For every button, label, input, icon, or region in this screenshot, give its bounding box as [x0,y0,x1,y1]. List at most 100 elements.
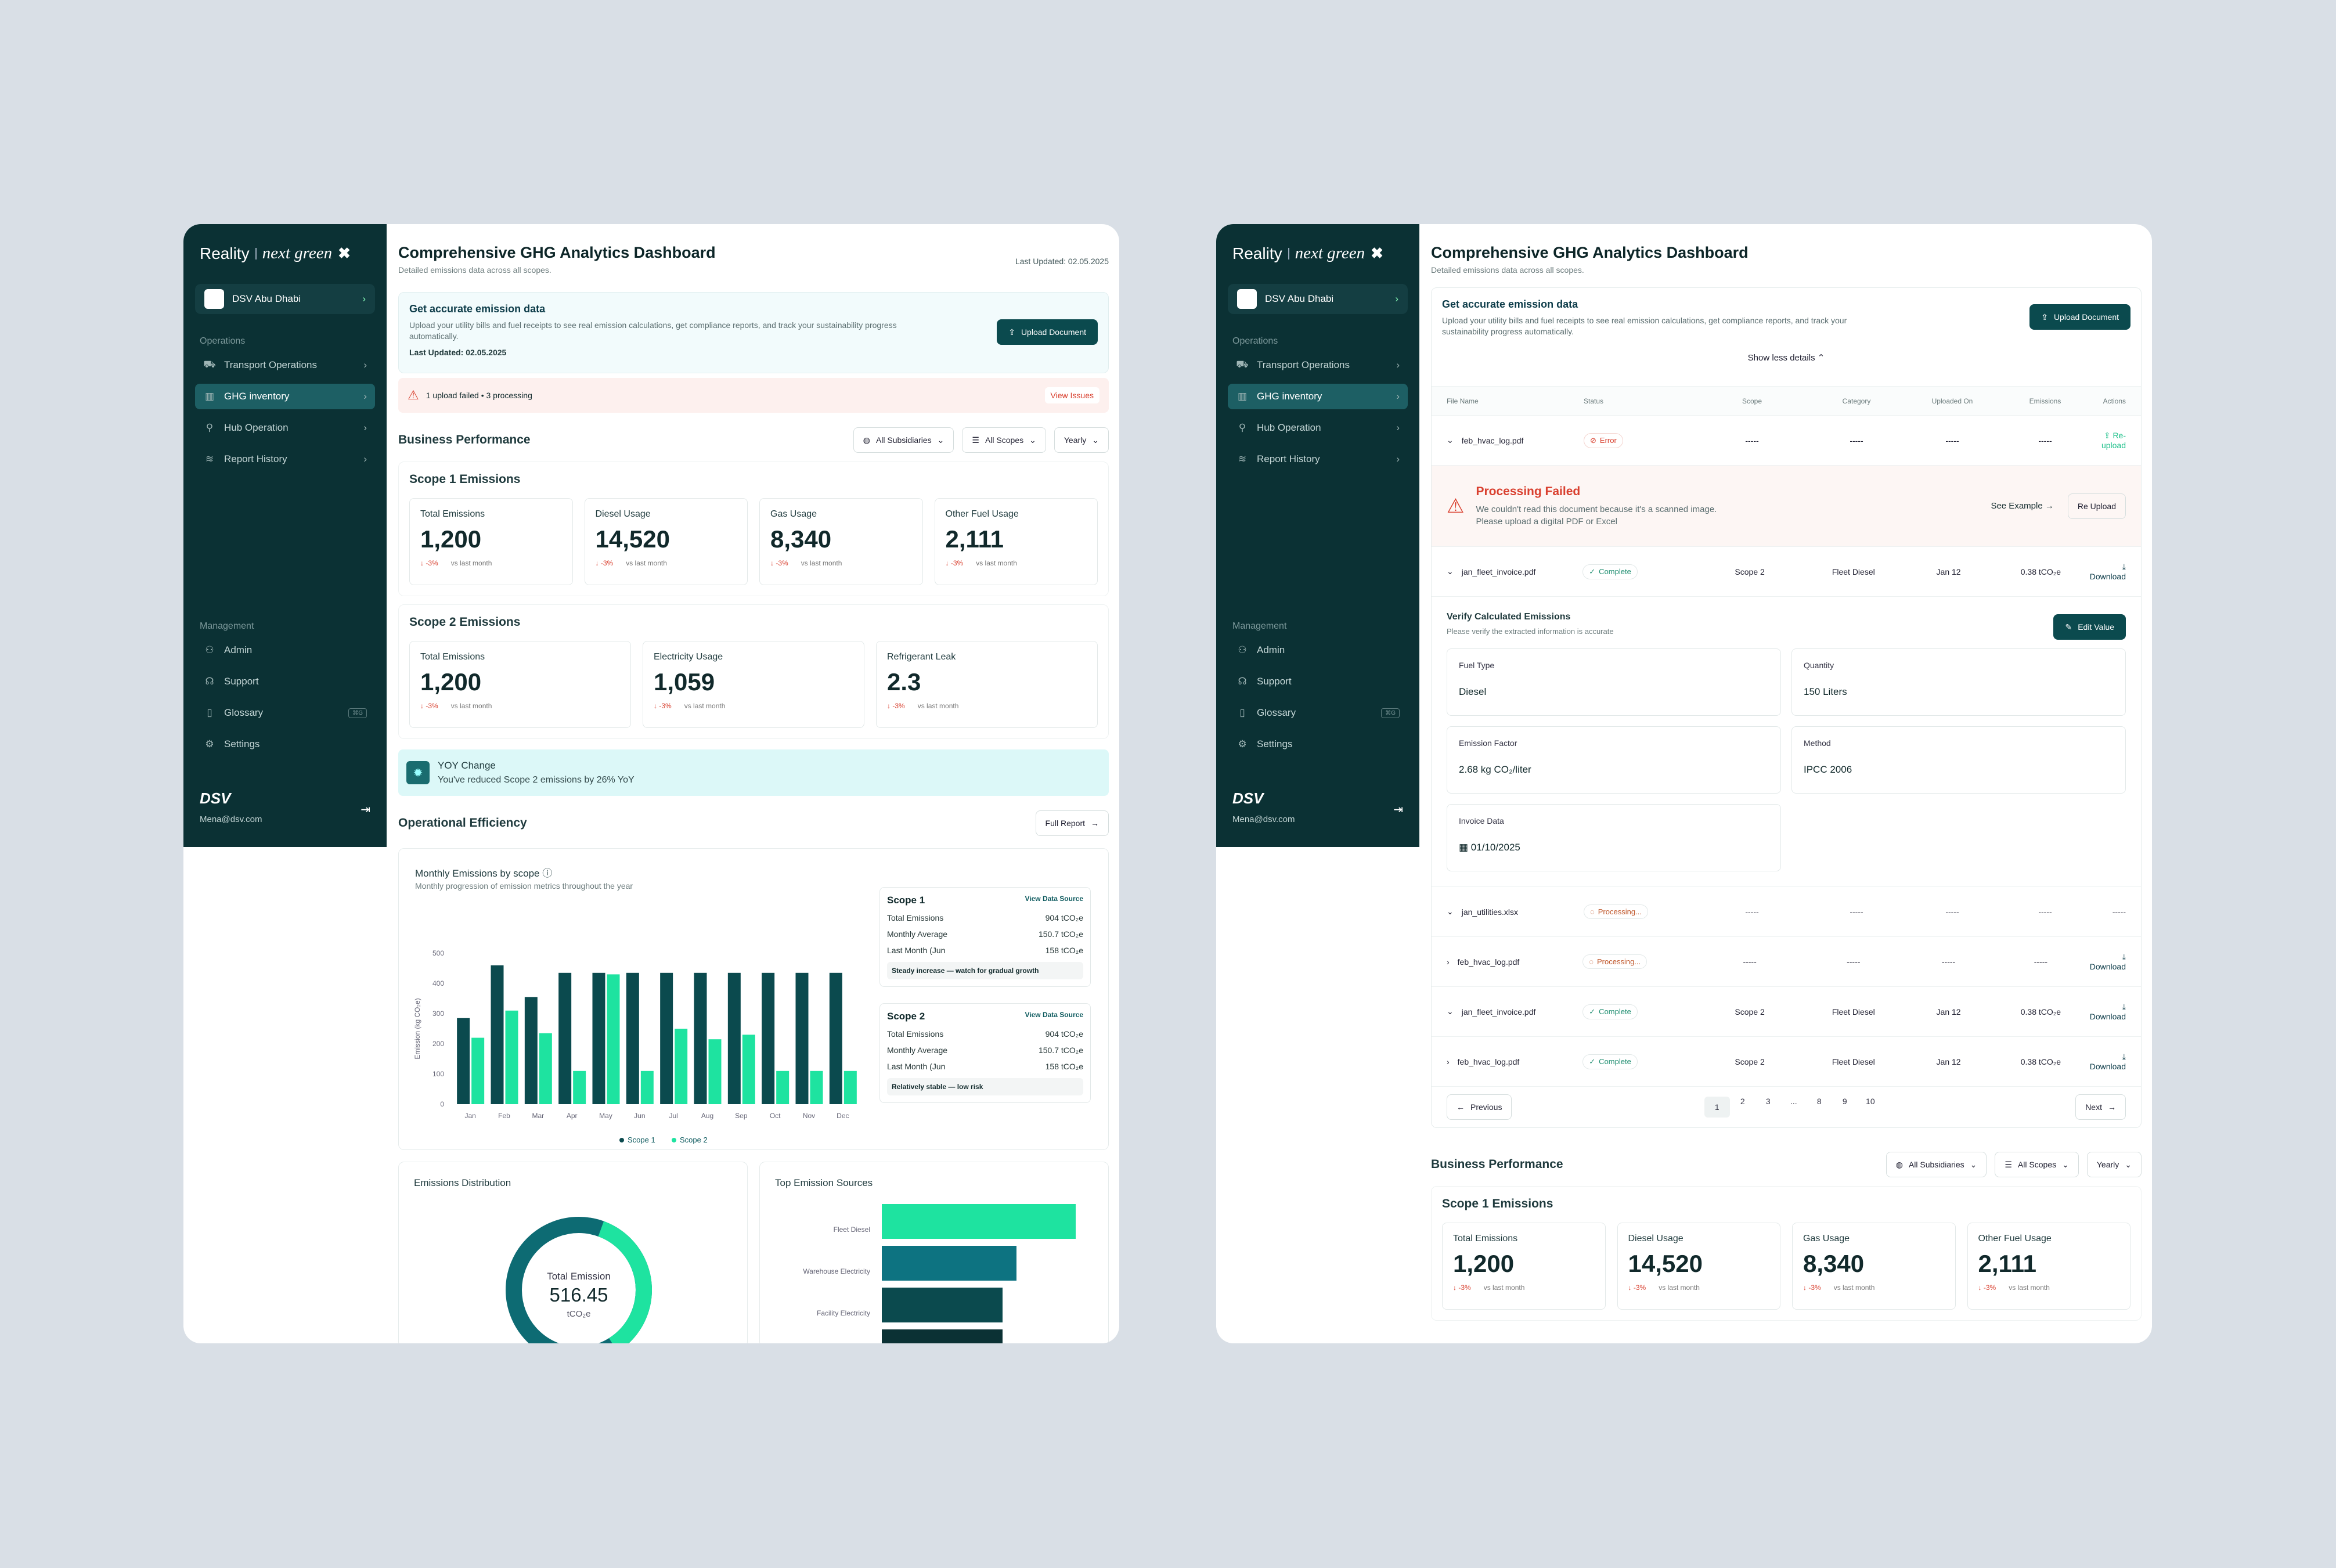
show-less-toggle[interactable]: Show less details ⌃ [1747,353,1825,363]
download-link[interactable]: ⤓ Download [2089,562,2126,581]
distribution-card: Emissions Distribution Total Emission 51… [398,1162,748,1343]
period-select[interactable]: Yearly ⌄ [2086,1152,2142,1177]
next-button[interactable]: Next → [2075,1094,2126,1120]
sidebar-item-support[interactable]: ☊ Support [1228,669,1408,694]
section-label-management: Management [1232,621,1287,631]
page-button[interactable]: 10 [1866,1097,1875,1106]
emission-factor-field[interactable]: Emission Factor 2.68 kg CO₂/liter [1447,726,1781,794]
scope-select[interactable]: ☰ All Scopes ⌄ [962,427,1046,453]
sidebar-item-glossary[interactable]: ▯ Glossary ⌘G [195,700,375,726]
period-select[interactable]: Yearly ⌄ [1054,427,1109,453]
bar-scope-2 [640,1070,654,1104]
scope1-title: Scope 1 Emissions [409,473,521,486]
truck-icon: ⛟ [203,359,216,370]
sidebar-item-hub[interactable]: ⚲ Hub Operation › [1228,415,1408,441]
invoice-date-field[interactable]: Invoice Data ▦ 01/10/2025 [1447,804,1781,871]
info-icon: ⓘ [542,868,553,879]
subsidiary-select[interactable]: ◍ All Subsidiaries ⌄ [1886,1152,1987,1177]
sidebar-item-admin[interactable]: ⚇ Admin [1228,637,1408,663]
previous-button[interactable]: ← Previous [1447,1094,1512,1120]
scope2-block: Scope 2 Emissions Total Emissions 1,200 ↓ … [398,604,1109,739]
scope2-title: Scope 2 Emissions [409,615,521,629]
subsidiary-select[interactable]: ◍ All Subsidiaries ⌄ [853,427,954,453]
chevron-right-icon[interactable]: › [1447,1057,1450,1066]
upload-document-button[interactable]: ⇪ Upload Document [2029,304,2130,330]
sidebar-item-glossary[interactable]: ▯ Glossary ⌘G [1228,700,1408,726]
full-report-button[interactable]: Full Report → [1035,810,1109,836]
sidebar-item-transport[interactable]: ⛟ Transport Operations › [203,359,367,370]
chevron-right-icon[interactable]: › [1447,957,1450,967]
book-icon: ▯ [1239,707,1245,718]
y-tick-label: 0 [440,1100,444,1108]
chevron-right-icon: › [1395,293,1398,304]
reupload-link[interactable]: ⇪ Re-upload [2101,431,2126,450]
page-button[interactable]: 2 [1740,1097,1745,1106]
quantity-field[interactable]: Quantity 150 Liters [1791,648,2126,716]
download-link[interactable]: ⤓ Download [2089,952,2126,971]
download-link[interactable]: ⤓ Download [2089,1002,2126,1021]
x-tick-label: Nov [803,1112,815,1120]
view-data-source-link[interactable]: View Data Source [1025,1011,1084,1019]
scope1-title: Scope 1 Emissions [1442,1197,1553,1210]
sidebar: Reality next green ✖ DSV Abu Dhabi › Operat… [183,224,387,847]
fuel-type-field[interactable]: Fuel Type Diesel [1447,648,1781,716]
sidebar-item-admin[interactable]: ⚇ Admin [195,637,375,663]
page-button[interactable]: 3 [1765,1097,1771,1106]
sidebar-item-settings[interactable]: ⚙ Settings [1228,731,1408,757]
filter-icon: ☰ [972,435,979,445]
y-tick-label: 300 [432,1010,444,1018]
table-row[interactable]: ⌄ feb_hvac_log.pdf ⊘ Error ----- ----- ----- -… [1432,416,2141,466]
chevron-down-icon[interactable]: ⌄ [1447,1007,1454,1016]
x-tick-label: May [599,1112,612,1120]
page-subtitle: Detailed emissions data across all scope… [1431,265,1584,275]
page-button[interactable]: 8 [1816,1097,1822,1106]
see-example-link[interactable]: See Example → [1991,501,2054,511]
section-label-operations: Operations [200,336,246,346]
x-tick-label: Jul [669,1112,677,1120]
logout-icon[interactable]: ⇥ [361,803,370,816]
sidebar-item-ghg[interactable]: ▥ GHG inventory › [195,384,375,409]
sidebar-item-hub[interactable]: ⚲ Hub Operation › [195,415,375,441]
kpi-card: Other Fuel Usage 2,111 ↓ -3% vs last month [934,498,1098,585]
sidebar-item-transport[interactable]: ⛟ Transport Operations › [1236,359,1400,370]
sidebar-item-ghg[interactable]: ▥ GHG inventory › [1228,384,1408,409]
table-row[interactable]: › feb_hvac_log.pdf ◌ Processing... ----- ---… [1432,937,2141,987]
table-row[interactable]: › feb_hvac_log.pdf ✓ Complete Scope 2 Fleet … [1432,1037,2141,1087]
view-issues-link[interactable]: View Issues [1044,387,1099,403]
yoy-card: ✹ YOY Change You've reduced Scope 2 emissi… [398,749,1109,796]
page-title: Comprehensive GHG Analytics Dashboard [1431,244,1749,261]
legend-label: Scope 1 [628,1136,655,1144]
section-title-business: Business Performance [398,433,531,446]
warning-icon: ⚠ [1447,495,1465,517]
sidebar-item-report[interactable]: ≋ Report History › [195,446,375,472]
status-badge: ✓ Complete [1582,1054,1638,1069]
logout-icon[interactable]: ⇥ [1393,803,1403,816]
x-tick-label: Jun [634,1112,645,1120]
org-switcher[interactable]: DSV Abu Dhabi › [195,284,375,314]
chevron-up-icon: ⌃ [1817,353,1825,363]
sidebar-item-support[interactable]: ☊ Support [195,669,375,694]
edit-value-button[interactable]: ✎ Edit Value [2053,614,2126,640]
table-row[interactable]: ⌄ jan_utilities.xlsx ◌ Processing... ----- -… [1432,887,2141,937]
chevron-down-icon[interactable]: ⌄ [1447,567,1454,576]
main-content: Comprehensive GHG Analytics Dashboard De… [1419,224,2152,1343]
sidebar-item-settings[interactable]: ⚙ Settings [195,731,375,757]
page-button[interactable]: 1 [1704,1097,1730,1118]
scope-select[interactable]: ☰ All Scopes ⌄ [1995,1152,2079,1177]
view-data-source-link[interactable]: View Data Source [1025,895,1084,903]
org-switcher[interactable]: DSV Abu Dhabi › [1228,284,1408,314]
method-field[interactable]: Method IPCC 2006 [1791,726,2126,794]
headset-icon: ☊ [205,676,214,687]
upload-document-button[interactable]: ⇪ Upload Document [997,319,1098,345]
chevron-down-icon[interactable]: ⌄ [1447,435,1454,445]
reupload-button[interactable]: Re Upload [2067,493,2126,519]
last-updated: Last Updated: 02.05.2025 [1015,257,1109,266]
upload-alert: ⚠ 1 upload failed • 3 processing View Issu… [398,378,1109,413]
users-icon: ⚇ [1238,644,1247,655]
page-button[interactable]: 9 [1842,1097,1847,1106]
chevron-down-icon[interactable]: ⌄ [1447,907,1454,916]
download-link[interactable]: ⤓ Download [2089,1052,2126,1071]
sidebar-item-report[interactable]: ≋ Report History › [1228,446,1408,472]
